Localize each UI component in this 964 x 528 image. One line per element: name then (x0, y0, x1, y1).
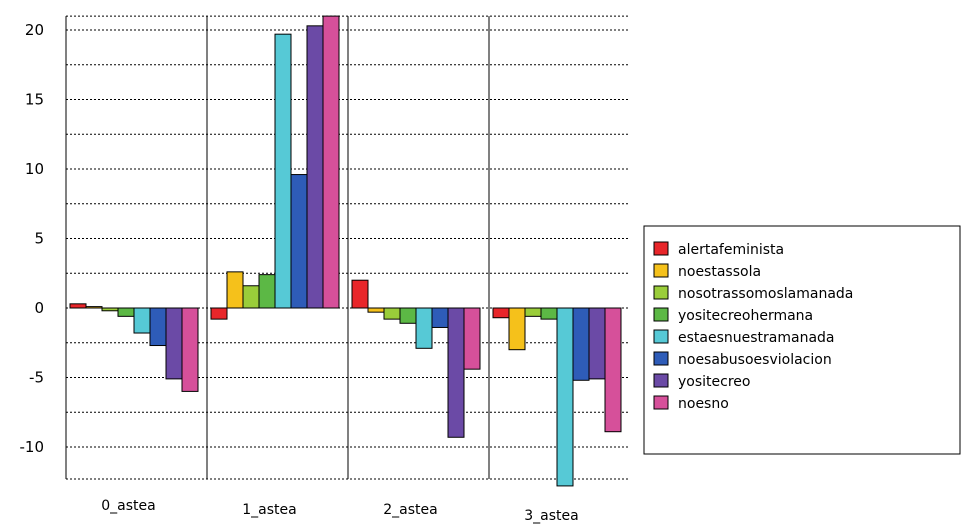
category-separators (206, 16, 490, 479)
bar-yositecreohermana-1_astea (258, 274, 276, 309)
y-tick-label: 0 (34, 299, 44, 317)
bar-yositecreohermana-3_astea (540, 307, 558, 320)
bar-noestassola-2_astea (367, 307, 385, 313)
bar-noestassola-0_astea (85, 306, 103, 309)
y-tick-label: 20 (25, 21, 44, 39)
x-tick-label: 3_astea (524, 508, 578, 524)
bar-noestassola-3_astea (508, 307, 526, 351)
bar-yositecreohermana-0_astea (117, 307, 135, 317)
bar-estaesnuestramanada-3_astea (556, 307, 574, 487)
legend-label: yositecreo (678, 374, 750, 390)
bar-noesno-0_astea (181, 307, 199, 392)
x-axis-labels: 0_astea 1_astea 2_astea 3_astea (101, 498, 578, 524)
bar-yositecreohermana-2_astea (399, 307, 417, 324)
bar-noestassola-1_astea (226, 271, 244, 309)
bar-noesno-1_astea (322, 15, 340, 309)
bar-alertafeminista-0_astea (69, 303, 87, 309)
bar-yositecreo-2_astea (447, 307, 465, 438)
legend-label: noesabusoesviolacion (678, 352, 832, 368)
bar-yositecreo-1_astea (306, 25, 324, 309)
bars (69, 15, 622, 487)
y-tick-label: 5 (34, 230, 44, 248)
bar-noesabusoesviolacion-1_astea (290, 174, 308, 309)
legend-label: noestassola (678, 264, 761, 280)
bar-nosotrassomoslamanada-3_astea (524, 307, 542, 317)
legend-swatch (653, 285, 669, 300)
bar-estaesnuestramanada-1_astea (274, 33, 292, 309)
bar-nosotrassomoslamanada-2_astea (383, 307, 401, 320)
legend-label: alertafeminista (678, 242, 784, 258)
legend-swatch (653, 373, 669, 388)
legend-swatch (653, 241, 669, 256)
legend-swatch (653, 395, 669, 410)
legend-label: yositecreohermana (678, 308, 813, 324)
legend-label: nosotrassomoslamanada (678, 286, 853, 302)
bar-nosotrassomoslamanada-0_astea (101, 307, 119, 312)
bar-noesabusoesviolacion-0_astea (149, 307, 167, 347)
x-tick-label: 1_astea (242, 502, 296, 518)
legend: alertafeminista noestassola nosotrassomosl… (643, 225, 961, 455)
x-tick-label: 0_astea (101, 498, 155, 514)
legend-label: noesno (678, 396, 729, 412)
legend-swatch (653, 351, 669, 366)
legend-swatch (653, 263, 669, 278)
y-tick-label: -5 (29, 369, 44, 387)
bar-yositecreo-3_astea (588, 307, 606, 380)
y-tick-label: 15 (25, 91, 44, 109)
y-tick-label: -10 (20, 438, 45, 456)
bar-alertafeminista-3_astea (492, 307, 510, 319)
legend-swatch (653, 307, 669, 322)
bar-alertafeminista-1_astea (210, 307, 228, 320)
legend-box (643, 225, 961, 455)
bar-yositecreo-0_astea (165, 307, 183, 380)
y-axis: 20 15 10 5 0 -5 -10 (20, 16, 67, 479)
bar-estaesnuestramanada-2_astea (415, 307, 433, 349)
bar-noesno-2_astea (463, 307, 481, 370)
bar-noesabusoesviolacion-3_astea (572, 307, 590, 381)
bar-noesabusoesviolacion-2_astea (431, 307, 449, 328)
bar-noesno-3_astea (604, 307, 622, 433)
bar-alertafeminista-2_astea (351, 279, 369, 309)
bar-estaesnuestramanada-0_astea (133, 307, 151, 334)
x-tick-label: 2_astea (383, 502, 437, 518)
legend-swatch (653, 329, 669, 344)
y-tick-label: 10 (25, 160, 44, 178)
legend-label: estaesnuestramanada (678, 330, 835, 346)
bar-nosotrassomoslamanada-1_astea (242, 285, 260, 309)
